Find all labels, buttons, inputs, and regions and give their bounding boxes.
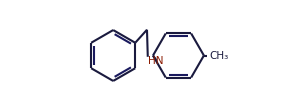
Text: HN: HN: [148, 56, 163, 66]
Text: CH₃: CH₃: [209, 51, 228, 60]
